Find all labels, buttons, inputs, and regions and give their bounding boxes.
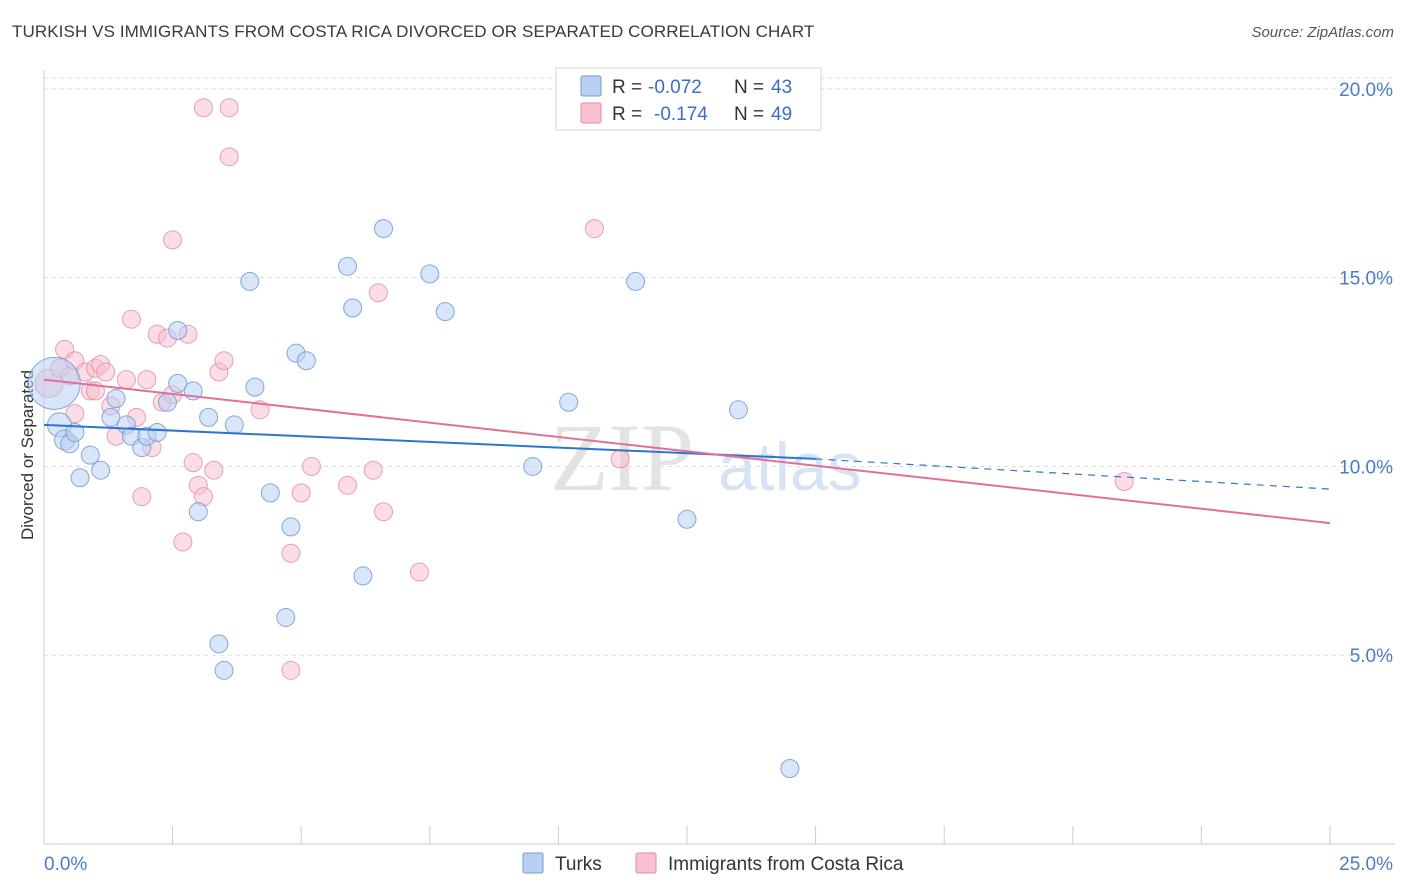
x-tick-labels: 0.0% 25.0% xyxy=(44,854,1393,875)
turks-point-41 xyxy=(728,400,748,420)
turks-point-16 xyxy=(168,321,188,341)
costa-rica-point-36 xyxy=(281,543,301,563)
x-tick-label-0: 0.0% xyxy=(44,854,87,875)
turks-point-28 xyxy=(281,517,301,537)
costa-rica-point-45 xyxy=(584,219,604,239)
costa-rica-point-34 xyxy=(219,98,239,118)
legend-r-label-costa-rica: R = xyxy=(612,104,642,125)
turks-point-26 xyxy=(260,483,280,503)
bottom-legend-label-turks: Turks xyxy=(555,854,602,875)
y-tick-labels: 5.0% 10.0% 15.0% 20.0% xyxy=(1339,80,1393,667)
turks-point-19 xyxy=(188,502,208,522)
legend: R = -0.072 N = 43 R = -0.174 N = 49 xyxy=(555,67,822,131)
turks-point-25 xyxy=(245,377,265,397)
turks-point-39 xyxy=(626,271,646,291)
costa-rica-point-46 xyxy=(610,449,630,469)
bottom-legend: Turks Immigrants from Costa Rica xyxy=(522,852,904,875)
costa-rica-point-38 xyxy=(291,483,311,503)
costa-rica-point-33 xyxy=(219,147,239,167)
bottom-legend-label-costa-rica: Immigrants from Costa Rica xyxy=(668,854,904,875)
turks-point-32 xyxy=(343,298,363,318)
y-axis-label: Divorced or Separated xyxy=(18,370,37,540)
costa-rica-point-47 xyxy=(1114,472,1134,492)
chart-title: TURKISH VS IMMIGRANTS FROM COSTA RICA DI… xyxy=(12,22,815,41)
legend-swatch-costa-rica xyxy=(580,102,602,124)
legend-n-value-costa-rica: 49 xyxy=(771,104,792,125)
turks-point-30 xyxy=(296,351,316,371)
costa-rica-point-14 xyxy=(121,309,141,329)
turks-point-6 xyxy=(80,445,100,465)
legend-n-value-turks: 43 xyxy=(771,77,792,98)
turks-point-14 xyxy=(147,422,167,442)
costa-rica-point-42 xyxy=(368,283,388,303)
y-tick-label-0: 5.0% xyxy=(1350,646,1393,667)
legend-r-value-costa-rica: -0.174 xyxy=(654,104,708,125)
costa-rica-point-16 xyxy=(132,487,152,507)
trend-line-turks-extension xyxy=(815,458,1331,490)
x-tick-label-1: 25.0% xyxy=(1339,854,1393,875)
costa-rica-point-40 xyxy=(337,475,357,495)
turks-point-35 xyxy=(420,264,440,284)
watermark-atlas: atlas xyxy=(718,429,862,505)
turks-point-5 xyxy=(70,468,90,488)
costa-rica-point-24 xyxy=(173,532,193,552)
turks-point-37 xyxy=(523,456,543,476)
costa-rica-point-35 xyxy=(250,400,270,420)
turks-point-21 xyxy=(209,634,229,654)
costa-rica-point-29 xyxy=(193,98,213,118)
costa-rica-point-37 xyxy=(281,660,301,680)
trend-line-costa-rica xyxy=(43,378,1331,525)
turks-point-24 xyxy=(240,271,260,291)
turks-point-8 xyxy=(101,407,121,427)
gridlines xyxy=(44,77,1395,656)
costa-rica-point-43 xyxy=(374,502,394,522)
turks-point-7 xyxy=(91,460,111,480)
bottom-legend-swatch-costa-rica xyxy=(635,852,657,874)
costa-rica-point-23 xyxy=(163,230,183,250)
costa-rica-point-39 xyxy=(301,456,321,476)
legend-n-label-costa-rica: N = xyxy=(734,104,764,125)
y-tick-label-1: 10.0% xyxy=(1339,457,1393,478)
legend-n-label-turks: N = xyxy=(734,77,764,98)
y-tick-label-2: 15.0% xyxy=(1339,269,1393,290)
turks-point-33 xyxy=(353,566,373,586)
trend-lines xyxy=(43,378,1331,525)
turks-point-9 xyxy=(106,388,126,408)
costa-rica-point-44 xyxy=(410,562,430,582)
turks-point-20 xyxy=(199,407,219,427)
chart-source: Source: ZipAtlas.com xyxy=(1251,24,1394,41)
turks-point-15 xyxy=(157,392,177,412)
turks-point-27 xyxy=(276,607,296,627)
costa-rica-point-17 xyxy=(137,370,157,390)
costa-rica-point-32 xyxy=(214,351,234,371)
turks-point-4 xyxy=(65,422,85,442)
turks-point-31 xyxy=(337,256,357,276)
legend-swatch-turks xyxy=(580,75,602,97)
y-tick-label-3: 20.0% xyxy=(1339,80,1393,101)
costa-rica-point-41 xyxy=(363,460,383,480)
turks-point-23 xyxy=(224,415,244,435)
legend-r-value-turks: -0.072 xyxy=(648,77,702,98)
costa-rica-point-30 xyxy=(204,460,224,480)
turks-point-42 xyxy=(780,758,800,778)
turks-point-36 xyxy=(435,302,455,322)
bottom-legend-swatch-turks xyxy=(522,852,544,874)
turks-point-17 xyxy=(168,373,188,393)
costa-rica-point-5 xyxy=(65,404,85,424)
turks-point-38 xyxy=(559,392,579,412)
legend-r-label-turks: R = xyxy=(612,77,642,98)
turks-point-34 xyxy=(374,219,394,239)
turks-point-22 xyxy=(214,660,234,680)
turks-point-40 xyxy=(677,509,697,529)
costa-rica-point-10 xyxy=(96,362,116,382)
axes xyxy=(43,70,1395,845)
costa-rica-point-26 xyxy=(183,453,203,473)
costa-rica-point-13 xyxy=(116,370,136,390)
trend-line-turks xyxy=(43,423,816,460)
